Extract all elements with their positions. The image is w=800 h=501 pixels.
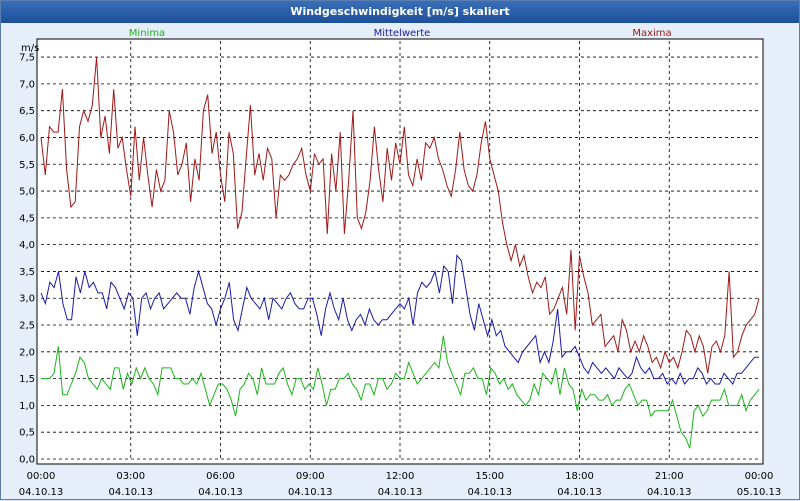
x-tick-time: 00:00 [27,471,56,482]
x-tick-date: 05.10.13 [737,487,782,498]
x-tick-date: 04.10.13 [198,487,243,498]
y-tick-label: 0,0 [19,455,35,466]
y-tick-label: 0,5 [19,428,35,439]
x-tick-time: 00:00 [745,471,774,482]
y-tick-label: 1,0 [19,401,35,412]
x-tick-date: 04.10.13 [108,487,153,498]
y-tick-label: 2,0 [19,347,35,358]
legend-minima: Minima [129,28,165,39]
y-tick-label: 4,0 [19,240,35,251]
x-tick-date: 04.10.13 [19,487,64,498]
y-tick-label: 4,5 [19,213,35,224]
window-title: Windgeschwindigkeit [m/s] skaliert [1,1,799,23]
series-minima [41,335,760,449]
x-tick-time: 06:00 [206,471,235,482]
x-tick-time: 03:00 [116,471,145,482]
x-axis: 00:00 04.10.13 03:00 04.10.13 06:00 04.10.13 0… [19,471,782,498]
x-tick-date: 04.10.13 [557,487,602,498]
y-tick-label: 5,5 [19,160,35,171]
x-tick-time: 15:00 [475,471,504,482]
y-tick-label: 7,0 [19,79,35,90]
y-tick-label: 3,5 [19,267,35,278]
y-tick-label: 3,0 [19,294,35,305]
grid [41,41,759,460]
x-tick-time: 21:00 [655,471,684,482]
legend-maxima: Maxima [632,28,671,39]
x-tick-time: 12:00 [386,471,415,482]
x-tick-date: 04.10.13 [288,487,333,498]
series-lines [40,57,760,449]
y-tick-label: 1,5 [19,374,35,385]
y-axis-label: m/s [21,43,39,54]
x-tick-time: 18:00 [565,471,594,482]
x-tick-date: 04.10.13 [467,487,512,498]
x-tick-date: 04.10.13 [647,487,692,498]
x-tick-date: 04.10.13 [378,487,423,498]
y-tick-label: 7,5 [19,53,35,64]
legend-mittelwerte: Mittelwerte [374,28,431,39]
y-axis: 0,0 0,5 1,0 1,5 2,0 2,5 3,0 3,5 4,0 4,5 5,0 5,5 6,0 6… [19,53,35,466]
y-tick-label: 2,5 [19,321,35,332]
series-mittelwerte [40,254,759,385]
y-tick-label: 6,0 [19,133,35,144]
y-tick-label: 6,5 [19,106,35,117]
x-tick-time: 09:00 [296,471,325,482]
series-maxima [40,57,760,374]
y-tick-label: 5,0 [19,187,35,198]
